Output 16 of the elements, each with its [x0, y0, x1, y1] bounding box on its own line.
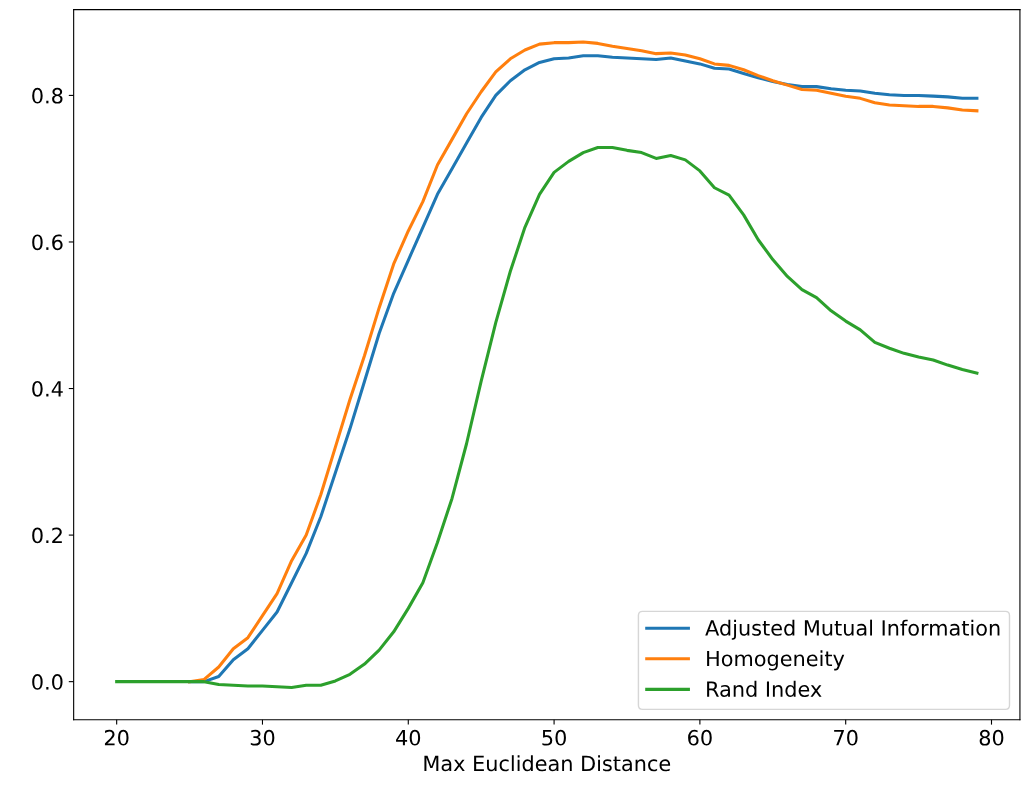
x-tick-label: 80	[979, 729, 1004, 746]
legend-label: Homogeneity	[707, 650, 845, 671]
y-tick-label: 0.0	[32, 674, 63, 690]
x-tick-label: 40	[396, 729, 421, 746]
y-tick-label: 0.6	[32, 234, 63, 251]
y-tick-label: 0.4	[32, 380, 63, 397]
legend-label: Adjusted Mutual Information	[705, 619, 1000, 640]
legend-label: Rand Index	[707, 680, 822, 697]
x-tick-label: 70	[834, 729, 858, 746]
y-tick-label: 0.2	[32, 527, 62, 544]
x-axis-title: Max Euclidean Distance	[424, 755, 671, 772]
x-tick-label: 20	[104, 729, 129, 746]
x-tick-label: 50	[542, 729, 566, 746]
x-tick-label: 60	[688, 729, 712, 746]
x-tick-label: 30	[250, 729, 275, 746]
y-tick-label: 0.8	[32, 87, 63, 104]
